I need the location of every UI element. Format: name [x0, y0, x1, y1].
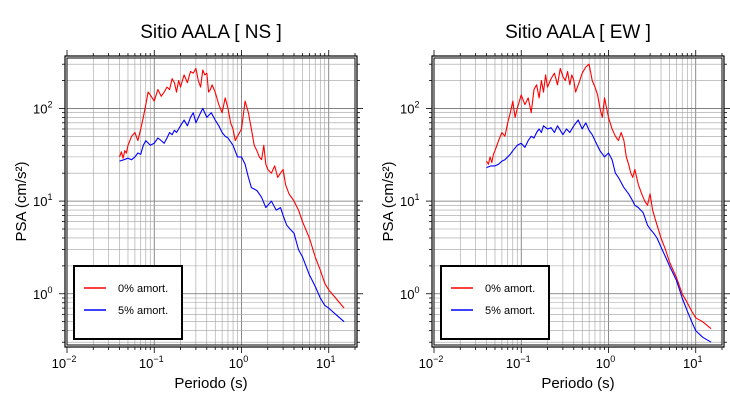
x-tick-label: 100 [229, 354, 248, 371]
legend: 0% amort. 5% amort. [440, 265, 550, 340]
x-tick-label: 10−1 [506, 354, 531, 371]
y-axis-label: PSA (cm/s²) [13, 161, 30, 241]
legend-box [440, 265, 550, 340]
grid [66, 58, 356, 345]
chart-title: Sitio AALA [ EW ] [505, 22, 651, 43]
legend-label-damping-0: 0% amort. [118, 283, 168, 295]
axis-ticks [426, 50, 730, 353]
x-tick-label: 101 [316, 354, 335, 371]
y-tick-label: 101 [33, 192, 52, 209]
y-tick-label: 102 [33, 99, 52, 116]
x-axis-label: Periodo (s) [174, 375, 247, 392]
y-tick-label: 100 [400, 285, 419, 302]
x-tick-label: 10−1 [139, 354, 164, 371]
legend-label-damping-5: 5% amort. [485, 305, 535, 317]
series-line-damping-5 [486, 119, 712, 343]
y-tick-label: 100 [33, 285, 52, 302]
legend-label-damping-0: 0% amort. [485, 283, 535, 295]
x-tick-label: 101 [683, 354, 702, 371]
x-tick-label: 100 [596, 354, 615, 371]
legend-label-damping-5: 5% amort. [118, 305, 168, 317]
series-line-damping-5 [119, 107, 345, 323]
series-line-damping-0 [486, 63, 712, 330]
plot-frame [433, 57, 723, 346]
plot-frame-outer [64, 55, 358, 348]
y-axis-label: PSA (cm/s²) [380, 161, 397, 241]
axis-ticks [59, 50, 363, 353]
y-tick-label: 101 [400, 192, 419, 209]
legend: 0% amort. 5% amort. [73, 265, 183, 340]
chart-title: Sitio AALA [ NS ] [140, 22, 282, 43]
chart-panel-ew: 10−2 10−1 100 101 100 101 102 Sitio AALA [ EW ]… [380, 22, 730, 392]
series-line-damping-0 [118, 67, 345, 309]
plot-frame [66, 57, 356, 346]
x-axis-label: Periodo (s) [541, 375, 614, 392]
plot-frame-outer [431, 55, 725, 348]
legend-box [73, 265, 183, 340]
x-tick-label: 10−2 [52, 354, 77, 371]
x-tick-label: 10−2 [419, 354, 444, 371]
y-tick-label: 102 [400, 99, 419, 116]
chart-panel-ns: 10−2 10−1 100 101 100 101 102 Sitio AALA [ NS ]… [13, 22, 363, 392]
